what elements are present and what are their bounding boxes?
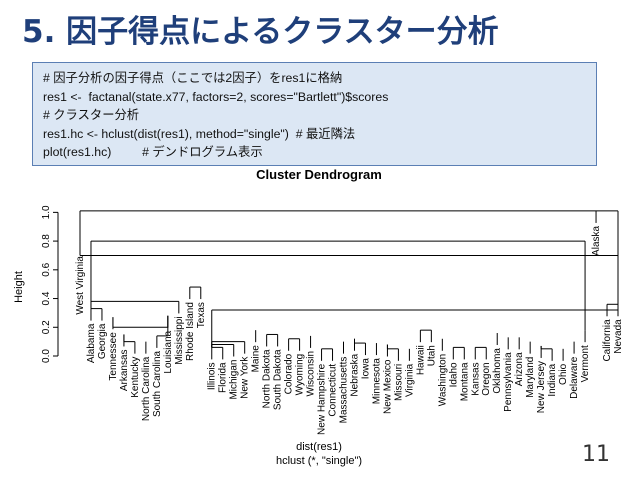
leaf-label: Rhode Island xyxy=(185,302,196,361)
leaf-label: Kansas xyxy=(470,362,481,395)
leaf-label: Louisiana xyxy=(163,330,174,373)
leaf-label: California xyxy=(602,319,613,362)
leaf-label: Wisconsin xyxy=(306,351,317,397)
leaf-label: Virginia xyxy=(404,363,415,397)
chart-title: Cluster Dendrogram xyxy=(256,167,382,182)
leaf-label: Florida xyxy=(218,362,229,393)
leaf-label: Oklahoma xyxy=(492,348,503,394)
leaf-label: Delaware xyxy=(569,356,580,399)
leaf-label: New Mexico xyxy=(382,359,393,414)
leaf-label: Washington xyxy=(437,354,448,406)
leaf-label: Arkansas xyxy=(119,349,130,391)
x-axis-label: dist(res1) xyxy=(296,441,342,453)
leaf-label: Colorado xyxy=(284,353,295,394)
leaf-label: Maine xyxy=(251,345,262,373)
leaf-label: Hawaii xyxy=(415,345,426,375)
y-tick-label: 0.0 xyxy=(41,349,52,363)
leaf-label: Tennessee xyxy=(108,332,119,381)
leaf-label: Wyoming xyxy=(295,354,306,396)
leaf-label: Iowa xyxy=(360,358,371,380)
leaf-label: Alaska xyxy=(591,225,602,255)
leaf-label: Georgia xyxy=(97,323,108,359)
leaf-label: South Dakota xyxy=(273,349,284,410)
leaf-label: Nevada xyxy=(613,319,624,354)
leaf-label: Indiana xyxy=(547,363,558,396)
y-axis-label: Height xyxy=(13,271,25,303)
leaf-label: Alabama xyxy=(86,323,97,363)
leaf-label: Vermont xyxy=(580,345,591,382)
y-tick-label: 0.4 xyxy=(41,291,52,305)
y-tick-label: 0.6 xyxy=(41,262,52,276)
leaf-label: New Jersey xyxy=(536,361,547,413)
leaf-label: New York xyxy=(240,356,251,399)
leaf-label: Maryland xyxy=(525,357,536,398)
leaf-label: Massachusetts xyxy=(339,357,350,424)
leaf-label: Idaho xyxy=(448,362,459,387)
code-line: # クラスター分析 xyxy=(43,108,140,122)
leaf-label: Michigan xyxy=(229,360,240,400)
code-block: # 因子分析の因子得点（ここでは2因子）をres1に格納 res1 <- fac… xyxy=(32,62,597,166)
leaf-label: Oregon xyxy=(481,362,492,395)
dendrogram-chart: Cluster Dendrogram 0.0 0.2 0.4 0.6 0.8 1.0 Heig… xyxy=(13,167,624,467)
leaf-label: Ohio xyxy=(558,363,569,385)
y-tick-label: 0.2 xyxy=(41,320,52,334)
leaf-label: Illinois xyxy=(207,362,218,390)
leaf-label: Pennsylvania xyxy=(503,352,514,412)
leaf-label: Connecticut xyxy=(328,364,339,417)
leaf-label: Montana xyxy=(459,362,470,401)
leaf-label: New Hampshire xyxy=(317,363,328,435)
y-tick-label: 0.8 xyxy=(41,234,52,248)
leaf-label: Utah xyxy=(426,345,437,366)
y-tick-label: 1.0 xyxy=(41,205,52,219)
code-line: # 因子分析の因子得点（ここでは2因子）をres1に格納 xyxy=(43,71,343,85)
leaf-label: Nebraska xyxy=(349,353,360,396)
leaf-label: Arizona xyxy=(514,352,525,386)
leaf-label: South Carolina xyxy=(152,350,163,417)
leaf-label: North Carolina xyxy=(141,356,152,421)
code-line: plot(res1.hc) # デンドログラム表示 xyxy=(43,145,263,159)
leaf-label: Minnesota xyxy=(371,358,382,405)
x-axis-sublabel: hclust (*, "single") xyxy=(276,455,362,467)
page-number: 11 xyxy=(582,442,610,467)
code-line: res1 <- factanal(state.x77, factors=2, s… xyxy=(43,89,389,104)
leaf-label: Kentucky xyxy=(130,357,141,398)
leaf-label: Missouri xyxy=(393,364,404,401)
leaf-label: Texas xyxy=(196,302,207,328)
code-line: res1.hc <- hclust(dist(res1), method="si… xyxy=(43,126,356,141)
leaf-label: Mississippi xyxy=(174,316,185,364)
leaf-label: North Dakota xyxy=(262,349,273,408)
slide-title: 5. 因子得点によるクラスター分析 xyxy=(22,14,499,50)
leaf-label: West Virginia xyxy=(75,256,86,315)
